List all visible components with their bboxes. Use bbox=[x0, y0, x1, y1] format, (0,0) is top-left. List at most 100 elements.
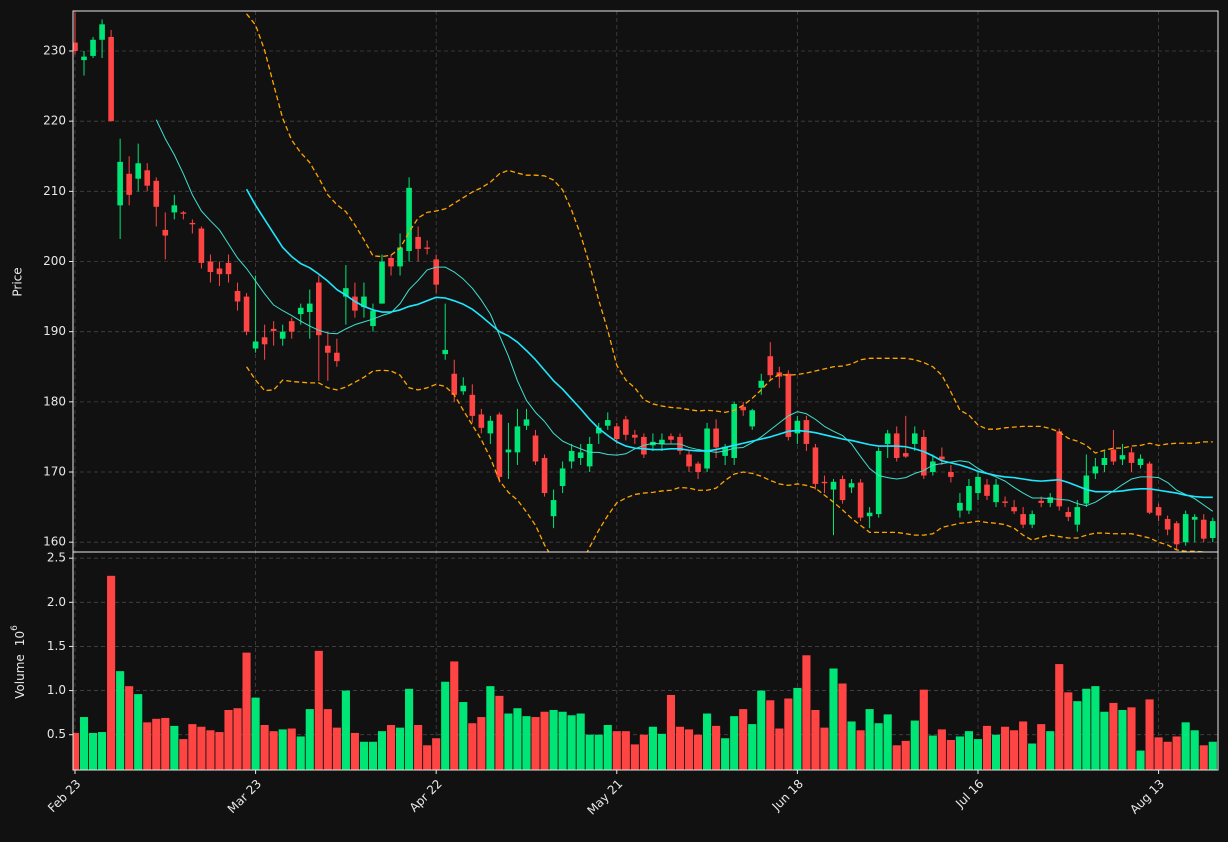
volume-bar bbox=[1181, 722, 1190, 770]
volume-bar bbox=[1208, 741, 1217, 770]
candle-body bbox=[1200, 519, 1207, 539]
volume-bar bbox=[170, 725, 179, 770]
volume-bar bbox=[531, 717, 540, 770]
volume-bar bbox=[549, 709, 558, 770]
volume-bar bbox=[1091, 686, 1100, 770]
price-tick-label: 200 bbox=[43, 254, 66, 268]
volume-bar bbox=[215, 732, 224, 770]
candle-body bbox=[1038, 500, 1044, 503]
price-tick-label: 210 bbox=[43, 184, 66, 198]
candle-body bbox=[559, 468, 566, 487]
candle-body bbox=[659, 439, 665, 444]
candle-body bbox=[496, 414, 503, 477]
candle-body bbox=[406, 187, 412, 251]
volume-bar bbox=[838, 683, 847, 770]
price-tick-label: 180 bbox=[43, 394, 66, 408]
candle-body bbox=[343, 288, 349, 297]
volume-tick-label: 1.5 bbox=[47, 639, 66, 653]
candle-body bbox=[839, 479, 846, 501]
volume-bar bbox=[414, 724, 423, 770]
candle-body bbox=[1029, 514, 1035, 525]
candle-body bbox=[984, 484, 990, 496]
volume-bar bbox=[820, 727, 829, 770]
volume-bar bbox=[341, 690, 350, 770]
candle-body bbox=[1110, 449, 1117, 462]
candle-body bbox=[577, 452, 584, 458]
candle-body bbox=[975, 476, 981, 494]
volume-bar bbox=[1136, 750, 1145, 770]
candle-body bbox=[225, 262, 232, 275]
volume-bar bbox=[278, 729, 287, 770]
candle-body bbox=[866, 512, 873, 517]
candle-body bbox=[1047, 497, 1054, 503]
volume-bar bbox=[98, 732, 107, 770]
volume-bar bbox=[495, 695, 504, 770]
volume-bar bbox=[1154, 737, 1163, 770]
volume-bar bbox=[775, 728, 784, 770]
candle-body bbox=[1002, 501, 1008, 503]
candle-body bbox=[1191, 516, 1198, 520]
price-tick-label: 160 bbox=[43, 535, 66, 549]
candle-body bbox=[948, 472, 954, 477]
volume-bar bbox=[829, 668, 838, 770]
volume-bar bbox=[224, 709, 233, 770]
volume-bar bbox=[856, 730, 865, 770]
candle-body bbox=[1074, 507, 1081, 525]
volume-bar bbox=[432, 738, 441, 770]
volume-bar bbox=[1172, 736, 1181, 770]
candle-body bbox=[334, 352, 340, 362]
candle-body bbox=[234, 290, 241, 302]
candle-body bbox=[1092, 466, 1099, 474]
volume-bar bbox=[1028, 743, 1037, 770]
volume-bar bbox=[739, 709, 748, 770]
candle-body bbox=[433, 259, 439, 285]
overlay-line bbox=[246, 13, 1213, 454]
price-tick-label: 170 bbox=[43, 465, 66, 479]
volume-bar bbox=[991, 734, 1001, 770]
volume-bar bbox=[251, 697, 260, 770]
candle-body bbox=[1101, 457, 1108, 465]
volume-bar bbox=[486, 686, 495, 770]
candle-body bbox=[279, 331, 286, 339]
candle-body bbox=[767, 356, 774, 376]
candle-body bbox=[189, 222, 196, 225]
candle-body bbox=[207, 261, 214, 273]
volume-bar bbox=[630, 744, 639, 770]
volume-panel bbox=[73, 575, 1217, 770]
volume-bar bbox=[910, 720, 919, 770]
volume-bar bbox=[405, 688, 414, 770]
volume-bar bbox=[323, 709, 332, 770]
volume-bar bbox=[143, 722, 152, 770]
volume-bar bbox=[125, 686, 134, 770]
volume-bar bbox=[368, 741, 378, 770]
volume-bar bbox=[73, 732, 80, 770]
candle-body bbox=[352, 296, 358, 311]
volume-bar bbox=[107, 575, 116, 770]
volume-tick-label: 2.0 bbox=[47, 595, 66, 609]
price-tick-label: 220 bbox=[43, 114, 66, 128]
candle-body bbox=[153, 180, 160, 207]
volume-bar bbox=[1163, 741, 1172, 770]
volume-bar bbox=[928, 735, 937, 770]
candle-body bbox=[424, 247, 430, 249]
candle-body bbox=[180, 212, 187, 214]
volume-bar bbox=[1118, 709, 1127, 770]
volume-bar bbox=[450, 661, 459, 770]
price-tick-label: 230 bbox=[43, 43, 66, 57]
candle-body bbox=[243, 296, 250, 332]
volume-bar bbox=[1001, 726, 1010, 770]
candle-body bbox=[523, 419, 530, 426]
candle-body bbox=[532, 435, 539, 462]
volume-tick-label: 1.0 bbox=[47, 683, 66, 697]
volume-bar bbox=[982, 725, 992, 770]
volume-bar bbox=[675, 726, 685, 770]
candle-body bbox=[884, 433, 891, 444]
candle-body bbox=[821, 481, 828, 484]
volume-bar bbox=[558, 711, 567, 770]
volume-bar bbox=[748, 724, 757, 770]
candle-body bbox=[1056, 431, 1063, 507]
candle-body bbox=[1065, 512, 1072, 517]
volume-scale-base: 10 bbox=[13, 631, 27, 646]
volume-bar bbox=[576, 713, 585, 770]
volume-bar bbox=[296, 736, 305, 770]
